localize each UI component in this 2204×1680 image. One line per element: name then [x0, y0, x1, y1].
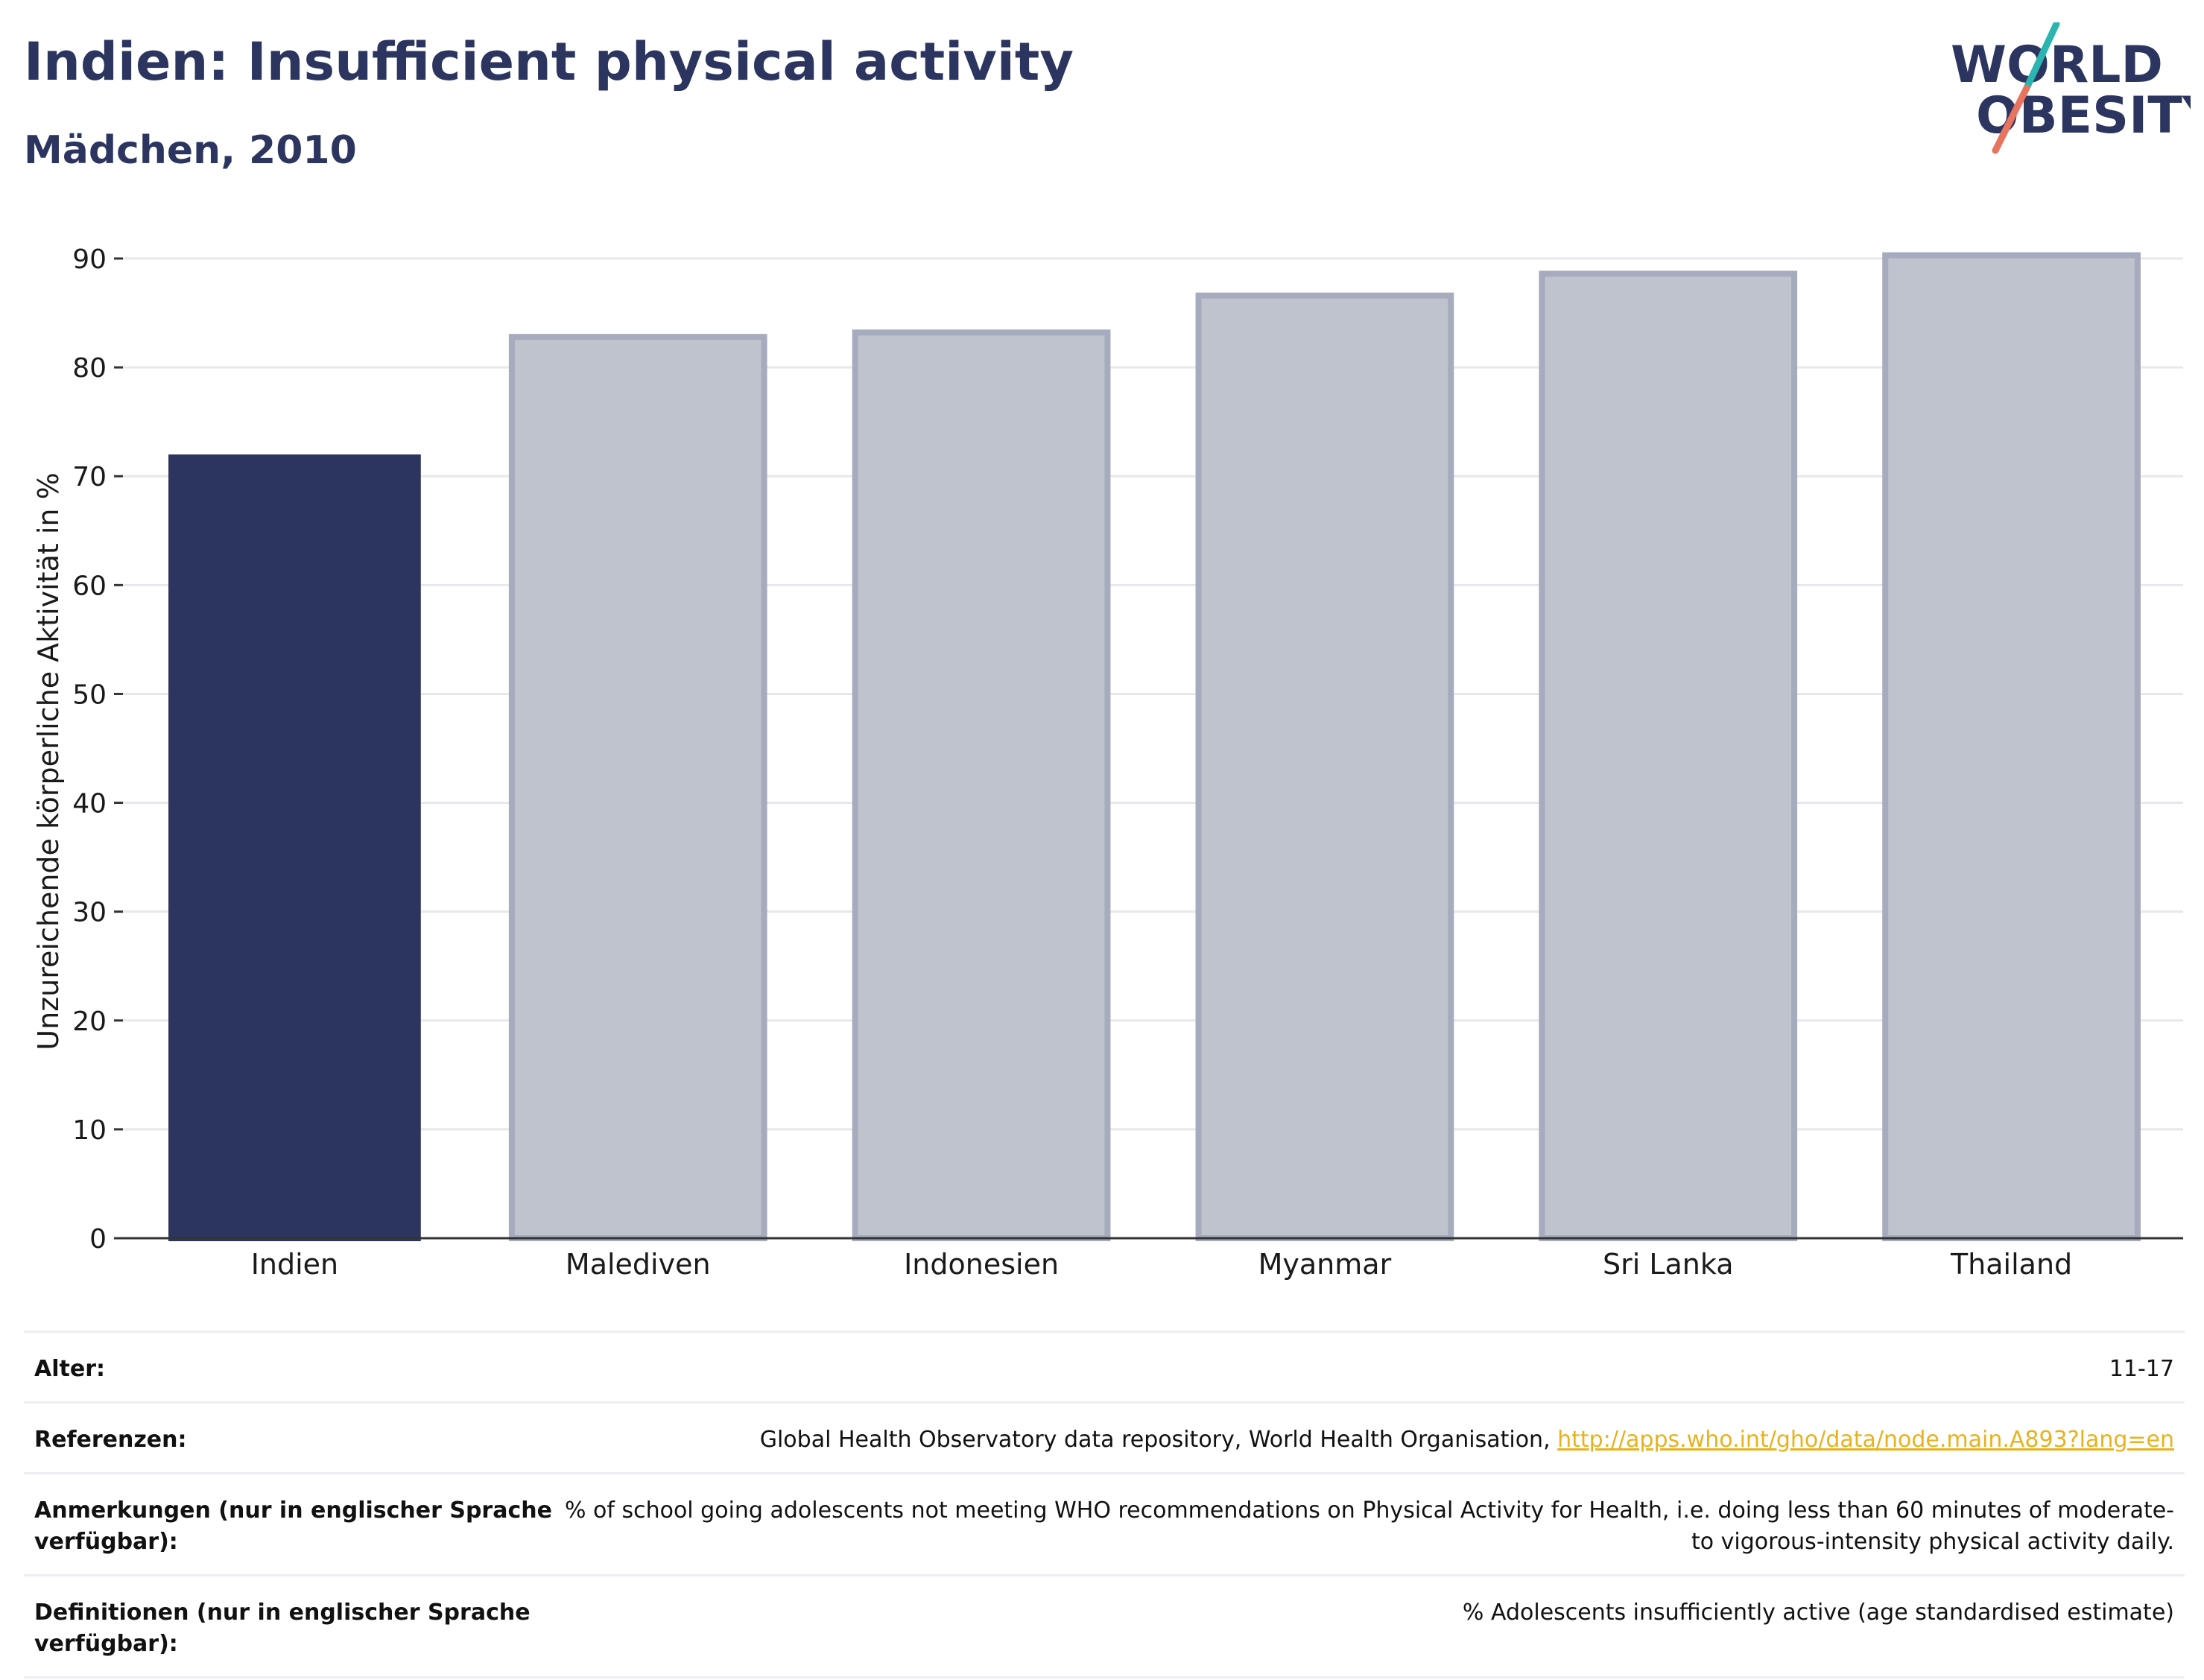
x-tick-label: Malediven — [566, 1248, 711, 1281]
y-tick-label: 90 — [72, 244, 107, 275]
world-obesity-logo[interactable]: WORLD OBESITY — [1937, 22, 2191, 156]
x-tick-label: Thailand — [1950, 1248, 2072, 1281]
x-tick-label: Indien — [251, 1248, 338, 1281]
meta-value-age: 11-17 — [2109, 1356, 2174, 1382]
meta-label-references: Referenzen: — [34, 1427, 187, 1453]
meta-row-references: Referenzen: Global Health Observatory da… — [24, 1401, 2185, 1472]
y-tick-label: 20 — [72, 1007, 107, 1037]
y-tick-label: 70 — [72, 462, 107, 492]
meta-value-definitions: % Adolescents insufficiently active (age… — [1462, 1600, 2174, 1626]
x-tick-label: Indonesien — [904, 1248, 1059, 1281]
y-tick-label: 30 — [72, 898, 107, 928]
meta-row-age: Alter: 11-17 — [24, 1331, 2185, 1401]
chart-subtitle: Mädchen, 2010 — [24, 128, 357, 173]
bars — [168, 252, 2141, 1242]
bar-chart: 0 10 20 30 40 50 60 70 80 90 Indien Malediven Indone… — [32, 244, 2183, 1281]
y-tick-label: 60 — [72, 571, 107, 601]
y-tick-label: 40 — [72, 789, 107, 820]
axes: 0 10 20 30 40 50 60 70 80 90 Indien Malediven Indone… — [72, 244, 2183, 1281]
x-tick-label: Sri Lanka — [1603, 1248, 1734, 1281]
y-tick-label: 50 — [72, 679, 107, 710]
meta-row-notes: Anmerkungen (nur in englischer Sprache v… — [24, 1472, 2185, 1574]
y-tick-label: 80 — [72, 353, 107, 384]
logo-text-world: WORLD — [1951, 36, 2163, 95]
bar-sri-lanka[interactable] — [1539, 270, 1798, 1241]
meta-label-age: Alter: — [34, 1356, 105, 1382]
meta-value-references: Global Health Observatory data repositor… — [556, 1424, 2174, 1456]
grid-lines — [123, 257, 2183, 1131]
bar-indonesien[interactable] — [852, 329, 1111, 1241]
logo-slash-teal — [2023, 22, 2060, 92]
meta-value-notes: % of school going adolescents not meetin… — [564, 1497, 2174, 1555]
meta-reference-text: Global Health Observatory data repositor… — [759, 1427, 1558, 1453]
chart-title: Indien: Insufficient physical activity — [24, 31, 1074, 92]
reference-link[interactable]: http://apps.who.int/gho/data/node.main.A… — [1557, 1427, 2174, 1453]
y-axis-label: Unzureichende körperliche Aktivität in % — [32, 472, 65, 1050]
x-tick-label: Myanmar — [1258, 1248, 1392, 1281]
logo-slash-coral — [1992, 84, 2030, 154]
bar-malediven[interactable] — [508, 334, 767, 1242]
bar-indien[interactable] — [168, 454, 421, 1241]
meta-label-notes: Anmerkungen (nur in englischer Sprache v… — [34, 1497, 552, 1555]
meta-label-definitions: Definitionen (nur in englischer Sprache … — [34, 1600, 531, 1657]
meta-row-definitions: Definitionen (nur in englischer Sprache … — [24, 1574, 2185, 1679]
bar-myanmar[interactable] — [1195, 292, 1454, 1242]
bar-thailand[interactable] — [1882, 252, 2141, 1241]
meta-table: Alter: 11-17 Referenzen: Global Health O… — [24, 1331, 2185, 1679]
y-tick-label: 10 — [72, 1115, 107, 1146]
y-tick-label: 0 — [89, 1224, 107, 1255]
